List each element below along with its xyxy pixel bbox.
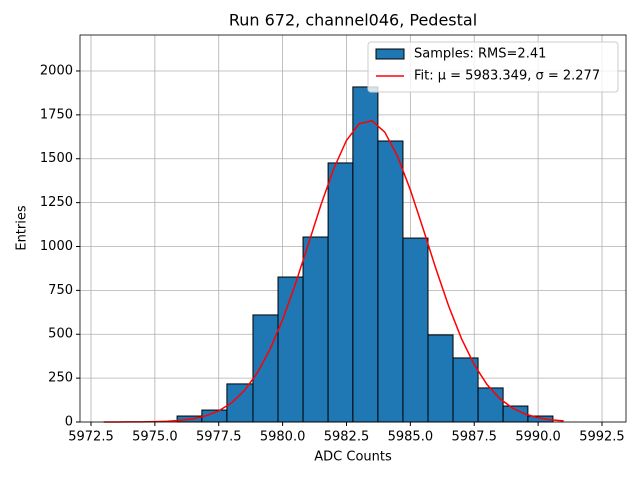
histogram-bar (327, 162, 354, 423)
y-tick-label: 500 (48, 327, 73, 342)
x-tick-label: 5972.5 (68, 430, 114, 445)
histogram-bar (427, 334, 454, 423)
x-tick-label: 5992.5 (579, 430, 625, 445)
histogram-bar (477, 387, 504, 423)
legend-box (367, 41, 619, 93)
y-axis-label: Entries (15, 205, 30, 251)
x-tick-label: 5990.0 (515, 430, 561, 445)
y-tick-label: 750 (48, 283, 73, 298)
fit-line (103, 119, 564, 423)
legend-label: Fit: μ = 5983.349, σ = 2.277 (414, 69, 600, 84)
histogram-bar (352, 86, 379, 423)
x-tick-label: 5977.5 (196, 430, 242, 445)
x-axis-label: ADC Counts (314, 450, 392, 465)
x-tick-label: 5980.0 (260, 430, 306, 445)
y-tick-label: 2000 (40, 63, 73, 78)
y-tick-label: 1000 (40, 239, 73, 254)
legend-label: Samples: RMS=2.41 (414, 47, 546, 62)
x-tick-label: 5985.0 (388, 430, 434, 445)
histogram-bar (252, 314, 279, 423)
y-tick-label: 1250 (40, 195, 73, 210)
y-tick-label: 1750 (40, 107, 73, 122)
legend-swatch (375, 48, 405, 60)
chart-title: Run 672, channel046, Pedestal (229, 11, 477, 30)
histogram-bar (277, 276, 304, 423)
x-tick-label: 5975.0 (132, 430, 178, 445)
x-tick-label: 5987.5 (451, 430, 497, 445)
x-tick-label: 5982.5 (324, 430, 370, 445)
histogram-bar (377, 140, 404, 423)
y-tick-label: 1500 (40, 151, 73, 166)
histogram-bar (452, 357, 479, 423)
histogram-bar (302, 236, 329, 423)
y-tick-label: 0 (65, 415, 73, 430)
y-tick-label: 250 (48, 371, 73, 386)
plot-frame (79, 34, 627, 423)
histogram-bar (402, 237, 429, 423)
